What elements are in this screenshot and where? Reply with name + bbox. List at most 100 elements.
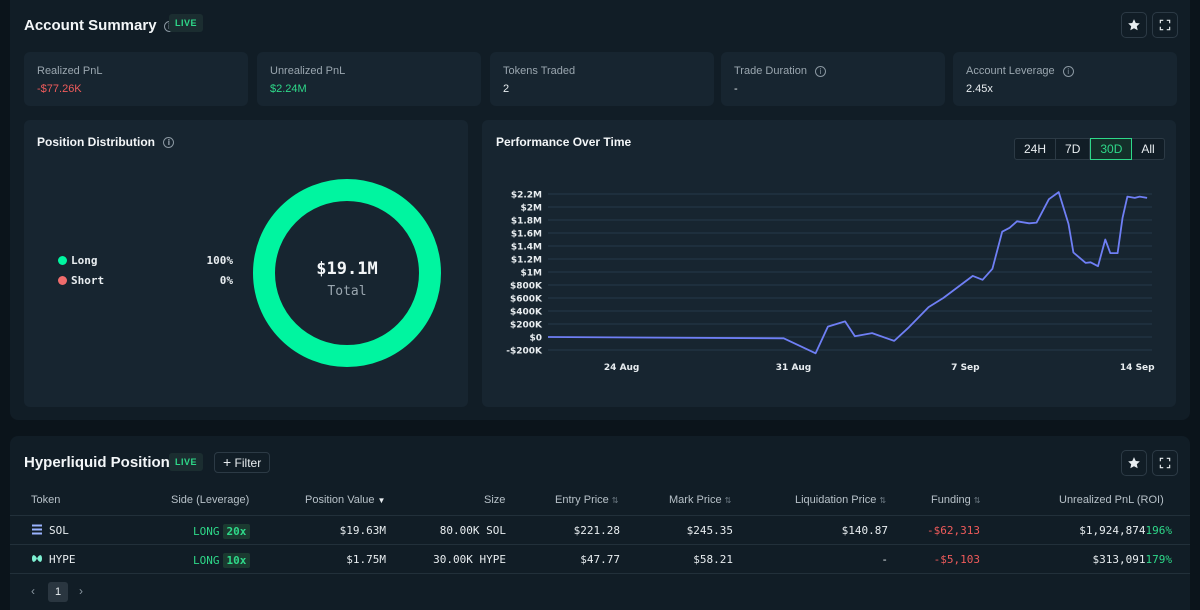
sol-token-icon: [32, 524, 42, 535]
star-button[interactable]: [1121, 12, 1147, 38]
range-button-7d[interactable]: 7D: [1056, 138, 1091, 160]
donut-slice-long: [253, 179, 441, 367]
range-button-24h[interactable]: 24H: [1014, 138, 1057, 160]
performance-line-chart: $2.2M $2M $1.8M $1.6M $1.4M $1.2M $1M $800K $600…: [506, 191, 1155, 374]
legend-pct: 100%: [206, 254, 234, 267]
roi-value: 196%: [1145, 524, 1173, 537]
x-tick-label: 24 Aug: [604, 363, 639, 373]
star-icon: [1128, 19, 1140, 31]
x-tick-label: 7 Sep: [951, 363, 980, 373]
column-header-size[interactable]: Size: [484, 494, 506, 506]
stat-label: Tokens Traded: [503, 65, 576, 77]
positions-panel: Hyperliquid Positions LIVE + Filter Toke…: [10, 436, 1190, 610]
y-tick-label: $800K: [510, 282, 543, 292]
funding-cell: -$62,313: [927, 524, 980, 537]
column-header-label: Entry Price: [555, 494, 609, 506]
position-value-cell: $1.75M: [346, 553, 386, 566]
stat-label-text: Account Leverage: [966, 65, 1055, 77]
stat-value: -: [734, 83, 738, 95]
time-range-selector: 24H 7D 30D All: [1014, 138, 1165, 160]
positions-title: Hyperliquid Positions: [24, 454, 179, 471]
side-cell: LONG 10x: [193, 553, 251, 568]
info-icon[interactable]: i: [815, 65, 827, 77]
stat-value: $2.24M: [270, 83, 307, 95]
column-header-entry-price[interactable]: Entry Price ⇅: [555, 494, 619, 506]
entry-price-cell: $221.28: [573, 524, 620, 537]
expand-icon: [1159, 19, 1171, 31]
performance-card: Performance Over Time 24H 7D 30D All $2.…: [482, 120, 1176, 407]
fullscreen-button[interactable]: [1152, 450, 1178, 476]
stat-value: -$77.26K: [37, 83, 82, 95]
star-button[interactable]: [1121, 450, 1147, 476]
x-tick-label: 14 Sep: [1120, 363, 1155, 373]
sort-icon: ⇅: [973, 496, 981, 505]
y-tick-label: $1.2M: [511, 256, 542, 266]
side-label: LONG: [193, 554, 220, 567]
prev-page-button[interactable]: ‹: [31, 584, 35, 598]
account-summary-panel: Account Summary i LIVE Realized PnL -$77…: [10, 0, 1190, 420]
column-header-side[interactable]: Side (Leverage): [171, 494, 250, 506]
column-header-label: Position Value: [305, 494, 375, 506]
live-badge: LIVE: [169, 14, 204, 32]
divider: [10, 573, 1190, 574]
column-header-token[interactable]: Token: [31, 494, 61, 506]
stat-card-trade-duration: Trade Duration i -: [721, 52, 945, 106]
hype-token-icon: [32, 555, 42, 562]
column-header-label: Funding: [931, 494, 971, 506]
donut-total-label: Total: [327, 284, 366, 299]
plus-icon: +: [223, 454, 232, 470]
divider: [10, 515, 1190, 516]
y-tick-label: $2.2M: [511, 191, 542, 201]
expand-icon: [1159, 457, 1171, 469]
size-cell: 30.00K HYPE: [433, 553, 506, 566]
account-summary-title-text: Account Summary: [24, 17, 157, 34]
account-summary-title: Account Summary i: [24, 17, 175, 34]
range-button-all[interactable]: All: [1132, 138, 1165, 160]
column-header-mark-price[interactable]: Mark Price ⇅: [669, 494, 731, 506]
live-badge: LIVE: [169, 453, 204, 471]
series-line-pnl: [547, 191, 1148, 355]
side-cell: LONG 20x: [193, 524, 251, 539]
legend-label: Long: [71, 254, 98, 267]
legend-item-long: Long 100%: [58, 254, 233, 267]
donut-total-value: $19.1M: [316, 259, 377, 279]
legend-label: Short: [71, 274, 105, 287]
column-header-funding[interactable]: Funding ⇅: [931, 494, 980, 506]
performance-title: Performance Over Time: [496, 135, 632, 149]
column-header-position-value[interactable]: Position Value ▼: [305, 494, 385, 506]
pnl-value: $313,091: [1092, 553, 1146, 566]
leverage-badge: 10x: [222, 553, 251, 568]
stat-card-unrealized-pnl: Unrealized PnL $2.24M: [257, 52, 481, 106]
legend-dot-long: [58, 256, 67, 265]
token-name: SOL: [49, 524, 69, 537]
fullscreen-button[interactable]: [1152, 12, 1178, 38]
entry-price-cell: $47.77: [580, 553, 620, 566]
range-button-30d[interactable]: 30D: [1090, 138, 1133, 160]
leverage-badge: 20x: [222, 524, 251, 539]
legend-pct: 0%: [219, 274, 233, 287]
column-header-label: Liquidation Price: [795, 494, 877, 506]
sort-icon: ⇅: [724, 496, 732, 505]
y-tick-label: $200K: [510, 321, 543, 331]
token-cell: HYPE: [31, 553, 76, 566]
current-page[interactable]: 1: [48, 582, 68, 602]
token-name: HYPE: [49, 553, 76, 566]
divider: [10, 544, 1190, 545]
next-page-button[interactable]: ›: [79, 584, 83, 598]
token-cell: SOL: [31, 524, 69, 537]
info-icon[interactable]: i: [1062, 65, 1074, 77]
mark-price-cell: $58.21: [693, 553, 733, 566]
stat-label: Unrealized PnL: [270, 65, 346, 77]
mark-price-cell: $245.35: [686, 524, 733, 537]
side-label: LONG: [193, 525, 220, 538]
y-tick-label: -$200K: [506, 347, 543, 357]
x-tick-label: 31 Aug: [776, 363, 811, 373]
column-header-unrealized-pnl[interactable]: Unrealized PnL (ROI): [1059, 494, 1164, 506]
stat-label: Trade Duration i: [734, 65, 827, 77]
info-icon[interactable]: i: [163, 137, 175, 149]
y-tick-label: $2M: [521, 204, 543, 214]
y-tick-label: $1.4M: [511, 243, 542, 253]
filter-button[interactable]: + Filter: [214, 452, 271, 473]
unrealized-pnl-cell: $313,091179%: [1093, 553, 1172, 566]
column-header-liquidation-price[interactable]: Liquidation Price ⇅: [795, 494, 886, 506]
